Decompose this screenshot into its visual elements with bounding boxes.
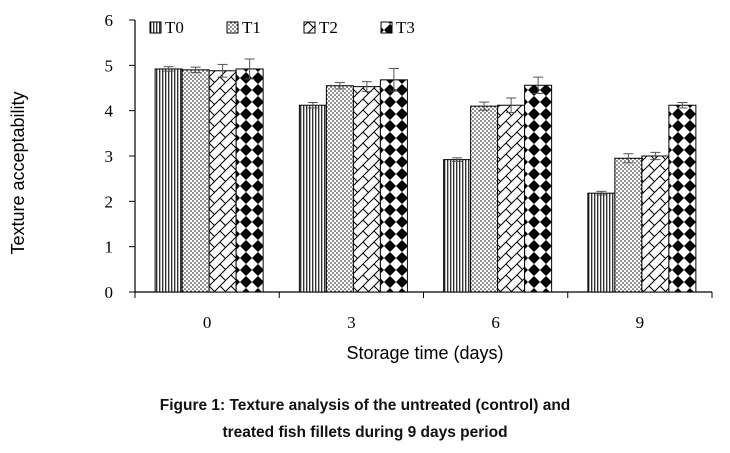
- legend: T0 T1 T2 T3: [149, 18, 415, 37]
- x-tick-label: 6: [491, 313, 500, 332]
- legend-swatch-t0: [149, 21, 162, 34]
- figure-caption-line-2: treated fish fillets during 9 days perio…: [222, 424, 508, 441]
- bar-t3: [668, 104, 697, 293]
- bar-t1: [614, 157, 643, 293]
- y-tick-label: 1: [105, 238, 114, 257]
- y-tick-label: 3: [105, 147, 114, 166]
- bar-t0: [443, 159, 472, 293]
- legend-label-t2: T2: [319, 18, 338, 37]
- bar-t1: [470, 105, 499, 293]
- bar-t2: [641, 155, 670, 293]
- figure-caption-line-1: Figure 1: Texture analysis of the untrea…: [159, 397, 571, 414]
- bar-t0: [298, 104, 327, 293]
- x-axis-label: Storage time (days): [346, 343, 503, 363]
- axis-labels: Texture acceptability Storage time (days…: [8, 91, 504, 363]
- y-tick-label: 0: [105, 283, 114, 302]
- bar-t1: [181, 69, 210, 293]
- bar-t2: [352, 86, 381, 293]
- y-tick-label: 5: [105, 56, 114, 75]
- bar-t3: [379, 79, 408, 293]
- x-tick-label: 3: [347, 313, 356, 332]
- legend-label-t0: T0: [165, 18, 184, 37]
- y-axis-label: Texture acceptability: [8, 91, 28, 254]
- y-tick-label: 2: [105, 192, 114, 211]
- legend-label-t3: T3: [396, 18, 415, 37]
- x-tick-label: 9: [636, 313, 645, 332]
- y-tick-label: 4: [105, 102, 114, 121]
- bar-t2: [497, 104, 526, 293]
- y-tick-label: 6: [105, 11, 114, 30]
- x-tick-label: 0: [203, 313, 212, 332]
- legend-label-t1: T1: [242, 18, 261, 37]
- bar-chart: 0 1 2 3 4 5 6 0 3 6 9 Texture acceptability Storag…: [8, 11, 713, 363]
- legend-swatch-t1: [226, 21, 239, 34]
- legend-swatch-t2: [303, 21, 316, 34]
- bar-t3: [235, 68, 264, 293]
- bar-t1: [325, 85, 354, 293]
- bar-t0: [587, 192, 616, 293]
- legend-swatch-t3: [380, 21, 393, 34]
- bar-t0: [154, 68, 183, 293]
- bar-t3: [524, 84, 553, 293]
- bar-t2: [208, 70, 237, 293]
- bars: [154, 58, 697, 293]
